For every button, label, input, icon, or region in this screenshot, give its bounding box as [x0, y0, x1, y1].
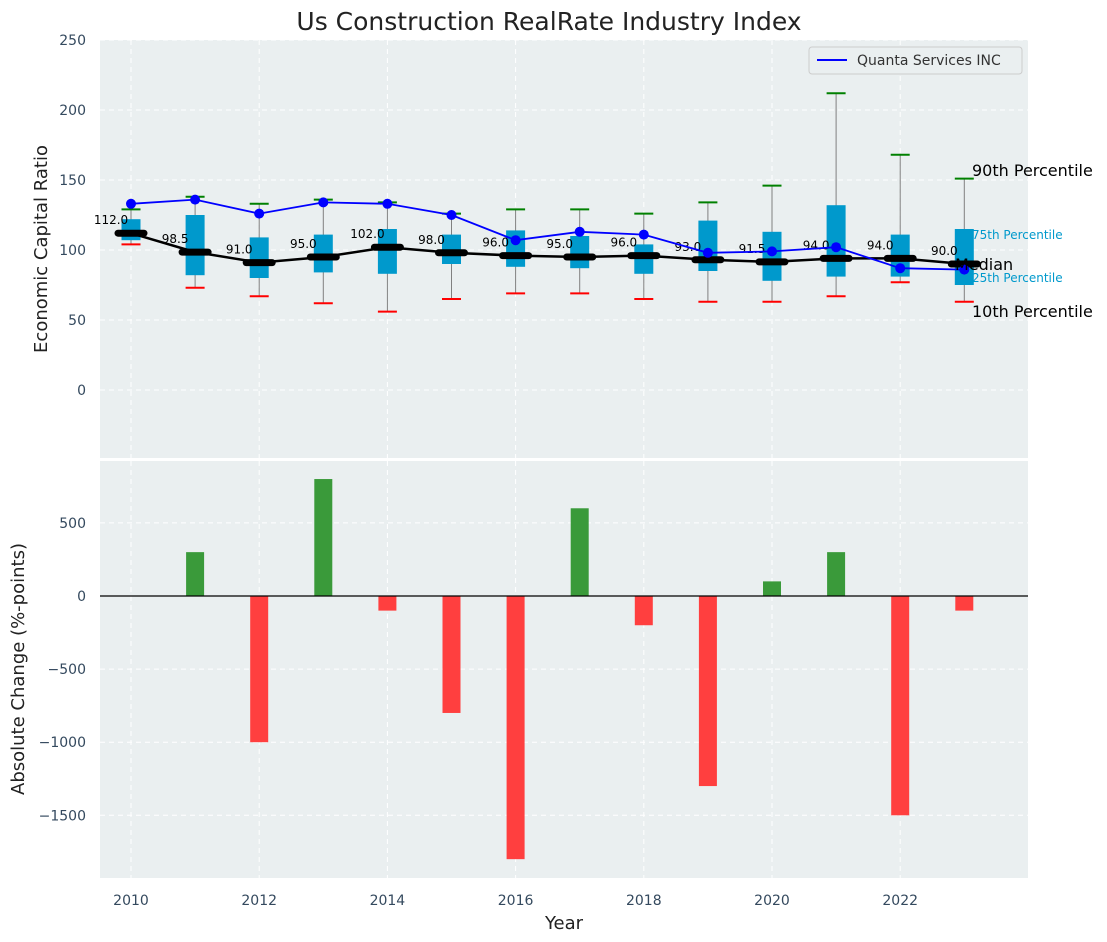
median-value-label: 95.0 — [546, 237, 573, 251]
median-value-label: 96.0 — [610, 236, 637, 250]
company-point — [446, 210, 457, 220]
company-point — [895, 263, 906, 274]
change-bar — [634, 596, 653, 626]
change-bar — [378, 596, 397, 611]
median-value-label: 112.0 — [94, 213, 128, 227]
bottom-y-tick-label: −500 — [48, 662, 86, 678]
median-value-label: 91.5 — [739, 242, 766, 256]
change-bar — [250, 596, 269, 743]
bottom-y-tick-label: 500 — [59, 516, 86, 532]
change-bar — [570, 508, 589, 596]
company-point — [382, 198, 393, 209]
median-value-label: 96.0 — [482, 236, 509, 250]
annotation-median: Median — [955, 255, 1013, 274]
legend: Quanta Services INC — [808, 46, 1023, 75]
bottom-y-tick-label: −1000 — [39, 735, 86, 751]
change-bar — [314, 479, 333, 596]
company-point — [190, 194, 201, 205]
x-tick-label: 2014 — [370, 893, 406, 909]
x-axis-label: Year — [544, 913, 584, 934]
top-y-tick-label: 200 — [59, 103, 86, 119]
company-point — [702, 247, 713, 258]
company-point — [574, 226, 585, 237]
company-line — [130, 198, 965, 271]
change-bar — [763, 581, 781, 596]
top-y-tick-label: 0 — [77, 383, 86, 399]
top-y-tick-label: 50 — [68, 313, 86, 329]
median-value-label: 102.0 — [350, 227, 384, 241]
median-value-label: 90.0 — [931, 244, 958, 258]
x-tick-label: 2020 — [754, 893, 790, 909]
company-point — [318, 197, 329, 208]
company-point — [510, 235, 521, 246]
iqr-box — [185, 215, 205, 276]
median-value-label: 94.0 — [803, 238, 830, 252]
iqr-box — [377, 229, 397, 274]
top-y-tick-label: 100 — [59, 243, 86, 259]
change-bar — [186, 552, 205, 596]
x-tick-label: 2016 — [498, 893, 534, 909]
legend-frame — [808, 46, 1023, 75]
median-value-label: 91.0 — [226, 243, 253, 257]
x-tick-label: 2022 — [882, 893, 918, 909]
annotation-p25: 25th Percentile — [972, 271, 1063, 285]
company-point — [767, 246, 777, 257]
x-tick-label: 2010 — [113, 893, 149, 909]
iqr-box — [249, 237, 269, 278]
annotation-p75: 75th Percentile — [972, 228, 1063, 242]
x-tick-label: 2018 — [626, 893, 662, 909]
change-bar — [506, 596, 525, 860]
top-y-axis-label: Economic Capital Ratio — [31, 145, 52, 353]
median-value-label: 94.0 — [867, 238, 894, 252]
chart-title: Us Construction RealRate Industry Index — [296, 7, 801, 36]
change-bar — [827, 552, 846, 596]
median-value-label: 95.0 — [290, 237, 317, 251]
change-bar — [442, 596, 461, 713]
median-value-label: 98.5 — [162, 232, 189, 246]
bottom-y-axis-label: Absolute Change (%-points) — [8, 543, 29, 795]
annotation-p10: 10th Percentile — [972, 302, 1093, 321]
median-value-label: 98.0 — [418, 233, 445, 247]
x-tick-label: 2012 — [241, 893, 277, 909]
company-point — [831, 242, 842, 253]
annotation-p90: 90th Percentile — [972, 161, 1093, 180]
bottom-y-tick-label: −1500 — [39, 808, 86, 824]
company-point — [254, 208, 265, 219]
top-y-tick-label: 150 — [59, 173, 86, 189]
legend-label: Quanta Services INC — [857, 53, 1001, 69]
company-point — [638, 229, 649, 240]
bottom-y-tick-label: 0 — [77, 589, 86, 605]
company-point — [959, 264, 970, 275]
change-bar — [891, 596, 910, 816]
change-bar — [698, 596, 717, 787]
top-y-tick-label: 250 — [59, 33, 86, 49]
change-bar — [955, 596, 974, 611]
company-point — [126, 198, 136, 209]
